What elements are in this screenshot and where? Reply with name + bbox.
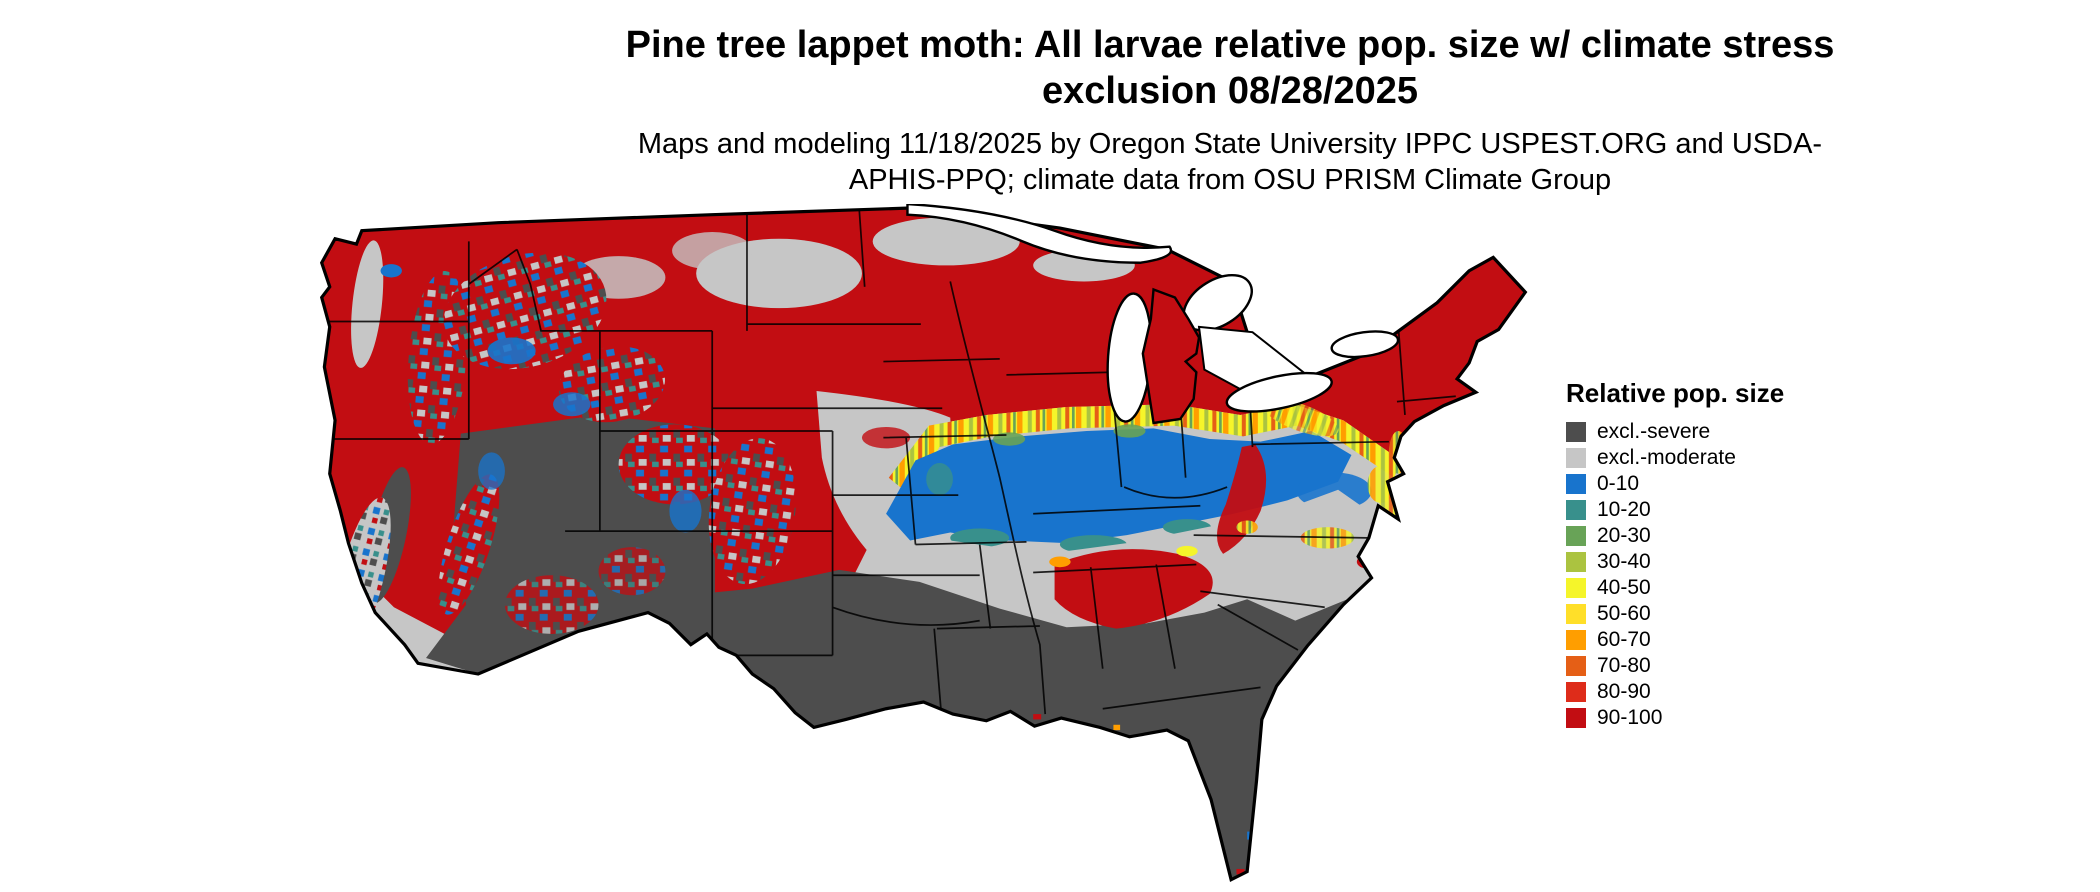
legend-swatch-20-30 xyxy=(1566,526,1586,546)
legend-swatch-80-90 xyxy=(1566,682,1586,702)
legend-label: 70-80 xyxy=(1597,654,1651,677)
legend-swatch-0-10 xyxy=(1566,474,1586,494)
legend-item: 40-50 xyxy=(1566,575,1784,601)
legend-title: Relative pop. size xyxy=(1566,378,1785,408)
legend-label: 30-40 xyxy=(1597,550,1651,573)
legend-item: 20-30 xyxy=(1566,523,1784,549)
lake-superior xyxy=(906,202,1173,264)
legend-item: 80-90 xyxy=(1566,679,1784,705)
legend-label: 60-70 xyxy=(1597,628,1651,651)
legend-swatch-60-70 xyxy=(1566,630,1586,650)
legend-swatch-50-60 xyxy=(1566,604,1586,624)
legend-swatch-30-40 xyxy=(1566,552,1586,572)
legend-item: 90-100 xyxy=(1566,705,1784,731)
legend-label: 40-50 xyxy=(1597,576,1651,599)
legend-label: excl.-severe xyxy=(1597,420,1711,443)
legend-label: 80-90 xyxy=(1597,680,1651,703)
legend-item: 70-80 xyxy=(1566,653,1784,679)
legend-label: 0-10 xyxy=(1597,472,1640,495)
legend-label: 20-30 xyxy=(1597,524,1651,547)
raster-regions xyxy=(321,208,1526,880)
conus-map-svg xyxy=(319,202,1528,882)
legend-item: 10-20 xyxy=(1566,497,1784,523)
legend-label: 90-100 xyxy=(1597,706,1663,729)
legend-item: 60-70 xyxy=(1566,627,1784,653)
legend-item: 0-10 xyxy=(1566,471,1784,497)
legend-swatch-70-80 xyxy=(1566,656,1586,676)
legend-swatch-40-50 xyxy=(1566,578,1586,598)
legend-item: 50-60 xyxy=(1566,601,1784,627)
legend-swatch-10-20 xyxy=(1566,500,1586,520)
legend-item: excl.-moderate xyxy=(1566,445,1784,471)
legend-swatch-excl-severe xyxy=(1566,422,1586,442)
legend-label: 10-20 xyxy=(1597,498,1651,521)
legend-swatch-90-100 xyxy=(1566,708,1586,728)
conus-map xyxy=(311,202,1528,885)
michigan-mitten xyxy=(1141,287,1201,425)
state-borders xyxy=(321,209,1456,725)
lake-ontario xyxy=(1330,330,1400,359)
map-title: Pine tree lappet moth: All larvae relati… xyxy=(625,24,1835,113)
legend-item: excl.-severe xyxy=(1566,419,1784,445)
legend-label: excl.-moderate xyxy=(1597,446,1736,469)
legend-item: 30-40 xyxy=(1566,549,1784,575)
legend-swatch-excl-moderate xyxy=(1566,448,1586,468)
map-subtitle: Maps and modeling 11/18/2025 by Oregon S… xyxy=(637,128,1823,197)
legend-label: 50-60 xyxy=(1597,602,1651,625)
lake-erie xyxy=(1225,371,1333,413)
legend: Relative pop. size excl.-severe excl.-mo… xyxy=(1566,378,1784,731)
